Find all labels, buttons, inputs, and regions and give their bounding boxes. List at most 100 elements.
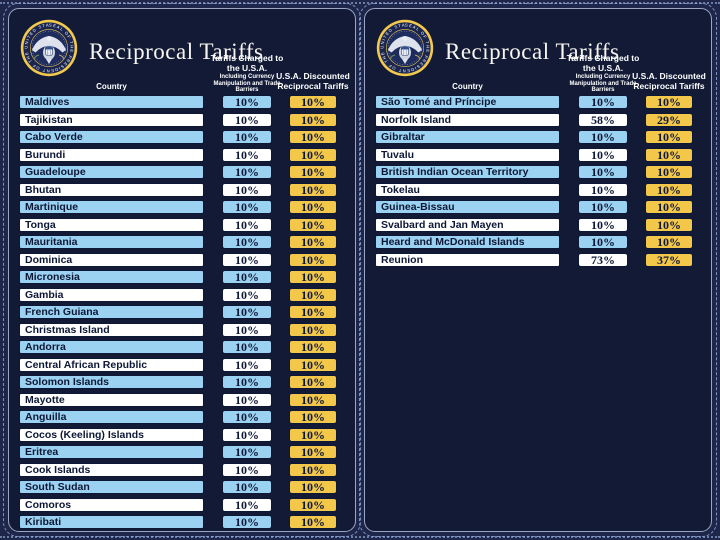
country-cell: Central African Republic — [19, 357, 204, 372]
discounted-tariff-cell: 29% — [645, 112, 693, 127]
charged-tariff-cell: 10% — [222, 252, 272, 267]
country-cell: Gambia — [19, 287, 204, 302]
charged-tariff-cell: 10% — [222, 357, 272, 372]
discounted-tariff-cell: 10% — [289, 427, 337, 442]
table-row: Guadeloupe 10% 10% — [9, 165, 355, 179]
page-title: Reciprocal Tariffs — [445, 39, 620, 64]
discounted-tariff-cell: 10% — [289, 130, 337, 144]
country-cell: Dominica — [19, 252, 204, 267]
charged-tariff-cell: 10% — [222, 322, 272, 337]
country-cell: Christmas Island — [19, 322, 204, 337]
page-title: Reciprocal Tariffs — [89, 39, 264, 64]
backdrop-stitch-bottom — [0, 536, 720, 538]
charged-tariff-cell: 10% — [578, 147, 628, 162]
discounted-tariff-cell: 10% — [289, 515, 337, 529]
column-header-charged-title: Tariffs Charged to the U.S.A. — [210, 53, 284, 73]
country-cell: Cabo Verde — [19, 130, 204, 144]
presidential-seal-icon: SEAL OF THE PRESIDENT OF THE UNITED STAT… — [376, 19, 434, 77]
table-row: Tajikistan 10% 10% — [9, 112, 355, 127]
discounted-tariff-cell: 10% — [645, 130, 693, 144]
table-row: Tuvalu 10% 10% — [365, 147, 711, 162]
charged-tariff-cell: 10% — [578, 217, 628, 232]
discounted-tariff-cell: 10% — [645, 165, 693, 179]
country-cell: Heard and McDonald Islands — [375, 235, 560, 249]
country-cell: Micronesia — [19, 270, 204, 284]
country-cell: British Indian Ocean Territory — [375, 165, 560, 179]
table-row: Solomon Islands 10% 10% — [9, 375, 355, 389]
country-cell: Andorra — [19, 340, 204, 354]
country-cell: Tuvalu — [375, 147, 560, 162]
column-header-country: Country — [96, 82, 127, 91]
charged-tariff-cell: 10% — [222, 235, 272, 249]
charged-tariff-cell: 10% — [578, 165, 628, 179]
table-row: Svalbard and Jan Mayen 10% 10% — [365, 217, 711, 232]
column-header-charged-title: Tariffs Charged to the U.S.A. — [566, 53, 640, 73]
discounted-tariff-cell: 10% — [289, 270, 337, 284]
discounted-tariff-cell: 10% — [289, 497, 337, 512]
table-row: Micronesia 10% 10% — [9, 270, 355, 284]
discounted-tariff-cell: 10% — [289, 147, 337, 162]
tariff-table-left: Maldives 10% 10% Tajikistan 10% 10% Cabo Verde… — [9, 95, 355, 533]
charged-tariff-cell: 10% — [222, 182, 272, 197]
charged-tariff-cell: 73% — [578, 252, 628, 267]
discounted-tariff-cell: 10% — [289, 217, 337, 232]
charged-tariff-cell: 10% — [222, 497, 272, 512]
country-cell: Martinique — [19, 200, 204, 214]
charged-tariff-cell: 10% — [222, 217, 272, 232]
discounted-tariff-cell: 10% — [289, 340, 337, 354]
discounted-tariff-cell: 10% — [645, 235, 693, 249]
discounted-tariff-cell: 10% — [645, 95, 693, 109]
charged-tariff-cell: 10% — [222, 305, 272, 319]
column-header-charged-subtitle: Including Currency Manipulation and Trad… — [213, 74, 281, 94]
country-cell: Reunion — [375, 252, 560, 267]
charged-tariff-cell: 10% — [222, 462, 272, 477]
charged-tariff-cell: 10% — [222, 392, 272, 407]
country-cell: Guinea-Bissau — [375, 200, 560, 214]
country-cell: Cook Islands — [19, 462, 204, 477]
tariff-board-right: SEAL OF THE PRESIDENT OF THE UNITED STAT… — [359, 3, 717, 537]
charged-tariff-cell: 10% — [222, 95, 272, 109]
table-row: Guinea-Bissau 10% 10% — [365, 200, 711, 214]
table-row: Tonga 10% 10% — [9, 217, 355, 232]
table-row: São Tomé and Príncipe 10% 10% — [365, 95, 711, 109]
table-row: South Sudan 10% 10% — [9, 480, 355, 494]
charged-tariff-cell: 10% — [222, 445, 272, 459]
table-row: Dominica 10% 10% — [9, 252, 355, 267]
tariff-board-left: SEAL OF THE PRESIDENT OF THE UNITED STAT… — [3, 3, 361, 537]
charged-tariff-cell: 10% — [222, 270, 272, 284]
discounted-tariff-cell: 10% — [645, 217, 693, 232]
table-row: Cocos (Keeling) Islands 10% 10% — [9, 427, 355, 442]
country-cell: Guadeloupe — [19, 165, 204, 179]
table-row: Cook Islands 10% 10% — [9, 462, 355, 477]
discounted-tariff-cell: 10% — [289, 287, 337, 302]
charged-tariff-cell: 10% — [578, 235, 628, 249]
charged-tariff-cell: 10% — [222, 410, 272, 424]
discounted-tariff-cell: 10% — [289, 95, 337, 109]
charged-tariff-cell: 10% — [222, 165, 272, 179]
table-row: Bhutan 10% 10% — [9, 182, 355, 197]
table-row: Eritrea 10% 10% — [9, 445, 355, 459]
table-row: Burundi 10% 10% — [9, 147, 355, 162]
column-header-charged: Tariffs Charged to the U.S.A. Including … — [205, 53, 289, 94]
discounted-tariff-cell: 10% — [289, 235, 337, 249]
tariff-table-right: São Tomé and Príncipe 10% 10% Norfolk Islan… — [365, 95, 711, 270]
country-cell: Gibraltar — [375, 130, 560, 144]
discounted-tariff-cell: 10% — [645, 182, 693, 197]
charged-tariff-cell: 10% — [222, 130, 272, 144]
table-row: Cabo Verde 10% 10% — [9, 130, 355, 144]
discounted-tariff-cell: 10% — [289, 480, 337, 494]
country-cell: Mayotte — [19, 392, 204, 407]
discounted-tariff-cell: 10% — [289, 322, 337, 337]
backdrop-stitch-top — [0, 2, 720, 4]
discounted-tariff-cell: 10% — [289, 305, 337, 319]
country-cell: Tonga — [19, 217, 204, 232]
charged-tariff-cell: 10% — [578, 182, 628, 197]
charged-tariff-cell: 10% — [222, 287, 272, 302]
table-row: British Indian Ocean Territory 10% 10% — [365, 165, 711, 179]
charged-tariff-cell: 10% — [578, 130, 628, 144]
discounted-tariff-cell: 10% — [289, 165, 337, 179]
charged-tariff-cell: 10% — [578, 200, 628, 214]
country-cell: Anguilla — [19, 410, 204, 424]
table-row: Maldives 10% 10% — [9, 95, 355, 109]
table-row: Christmas Island 10% 10% — [9, 322, 355, 337]
